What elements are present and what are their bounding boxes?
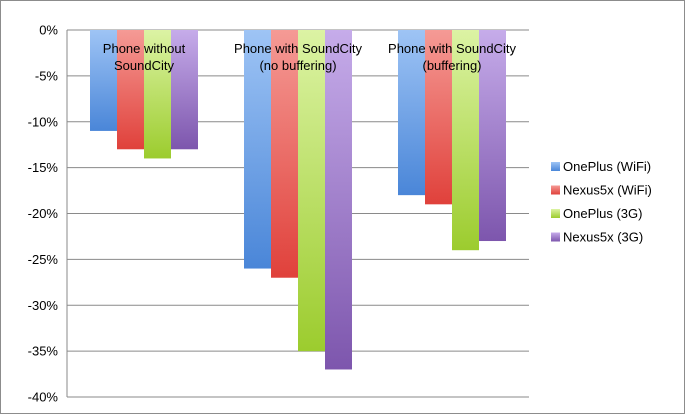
legend-label: OnePlus (WiFi)	[563, 159, 651, 174]
y-tick-label: -35%	[28, 344, 59, 359]
y-tick-label: -25%	[28, 252, 59, 267]
legend-label: Nexus5x (WiFi)	[563, 183, 652, 198]
legend-label: OnePlus (3G)	[563, 206, 642, 221]
legend-swatch	[551, 162, 560, 171]
bar	[398, 30, 425, 196]
y-axis: 0% -5% -10% -15% -20% -25% -30% -35% -40%	[28, 23, 68, 405]
bar	[244, 30, 271, 269]
bar	[171, 30, 198, 150]
bar	[144, 30, 171, 159]
y-tick-label: -30%	[28, 298, 59, 313]
legend: OnePlus (WiFi) Nexus5x (WiFi) OnePlus (3G)…	[551, 159, 652, 245]
bar	[298, 30, 325, 352]
category-label: Phone with SoundCity (no buffering)	[234, 41, 362, 73]
y-tick-label: -15%	[28, 160, 59, 175]
legend-swatch	[551, 209, 560, 218]
bar	[325, 30, 352, 370]
legend-swatch	[551, 232, 560, 242]
bar	[425, 30, 452, 205]
category-label: Phone with SoundCity (buffering)	[388, 41, 516, 73]
bar	[271, 30, 298, 278]
legend-swatch	[551, 185, 560, 195]
category-label: Phone without SoundCity	[103, 41, 186, 73]
bar	[452, 30, 479, 251]
bar	[479, 30, 506, 242]
category-labels: Phone without SoundCity Phone with SoundCi…	[103, 41, 517, 73]
y-tick-label: -10%	[28, 114, 59, 129]
y-tick-label: 0%	[39, 23, 58, 38]
bars	[90, 30, 506, 370]
bar	[117, 30, 144, 150]
y-tick-label: -40%	[28, 390, 59, 405]
y-tick-label: -5%	[35, 68, 59, 83]
legend-label: Nexus5x (3G)	[563, 230, 643, 245]
y-tick-label: -20%	[28, 206, 59, 221]
bar	[90, 30, 117, 131]
